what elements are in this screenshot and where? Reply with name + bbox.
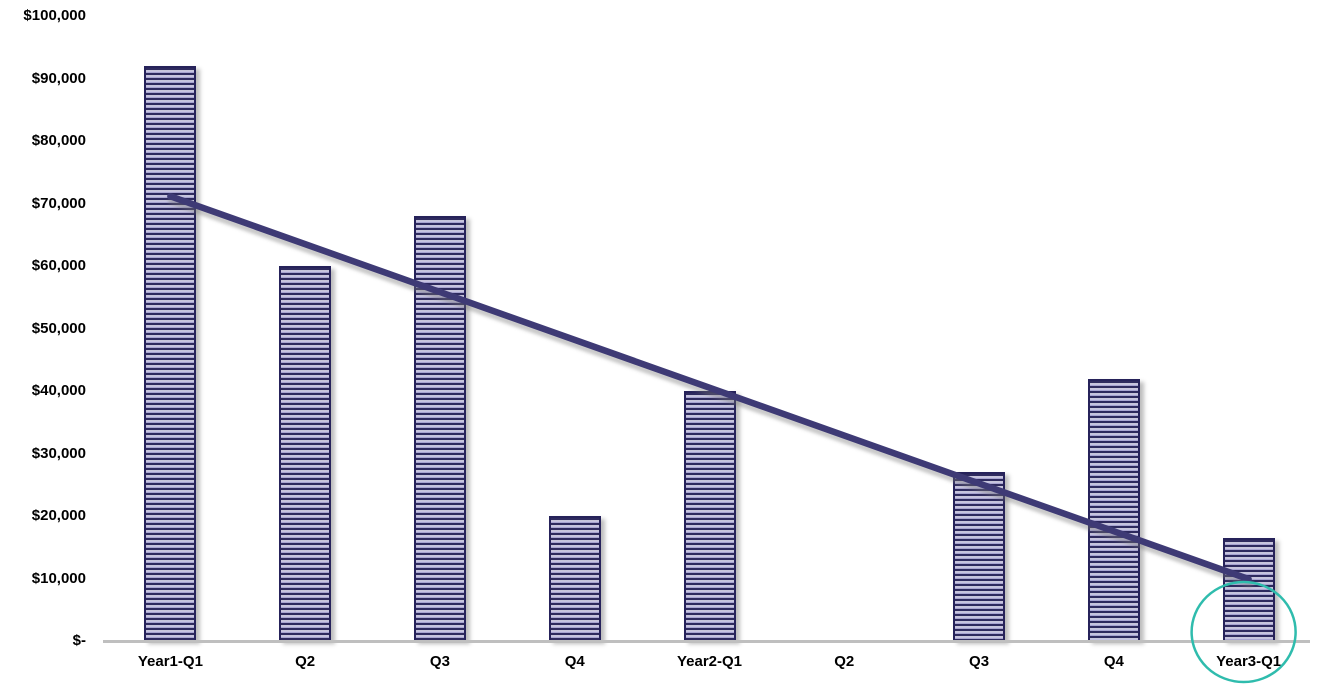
x-tick-label: Q2 [295,653,316,670]
y-tick-label: $10,000 [31,569,86,587]
x-tick-label: Q3 [429,653,450,670]
x-tick-label: Year3-Q1 [1216,653,1282,670]
bar-year2-q1 [683,391,736,641]
y-tick-label: $80,000 [31,132,86,149]
x-tick-label: Year1-Q1 [137,653,203,670]
y-tick-label: $50,000 [31,319,86,337]
y-tick-label: $- [72,632,86,649]
y-tick-label: $90,000 [31,69,86,87]
bar-q2 [279,266,332,641]
y-tick-label: $70,000 [31,194,86,212]
x-tick-label: Q4 [1103,653,1124,670]
bar-year1-q1 [144,66,197,641]
bar-q3 [953,472,1006,641]
y-tick-label: $60,000 [31,257,86,274]
y-tick-label: $40,000 [31,382,86,399]
bar-q4 [548,516,601,641]
x-tick-label: Q4 [564,653,585,670]
bar-q4 [1087,378,1140,641]
x-axis-line [103,639,1310,643]
x-tick-label: Q2 [834,653,855,670]
x-tick-label: Year2-Q1 [676,653,743,670]
y-tick-label: $30,000 [31,444,86,462]
y-tick-label: $20,000 [31,507,86,524]
bar-q3 [413,216,466,641]
y-tick-label: $100,000 [23,7,86,24]
bar-year3-q1 [1222,537,1275,641]
x-tick-label: Q3 [969,653,990,670]
